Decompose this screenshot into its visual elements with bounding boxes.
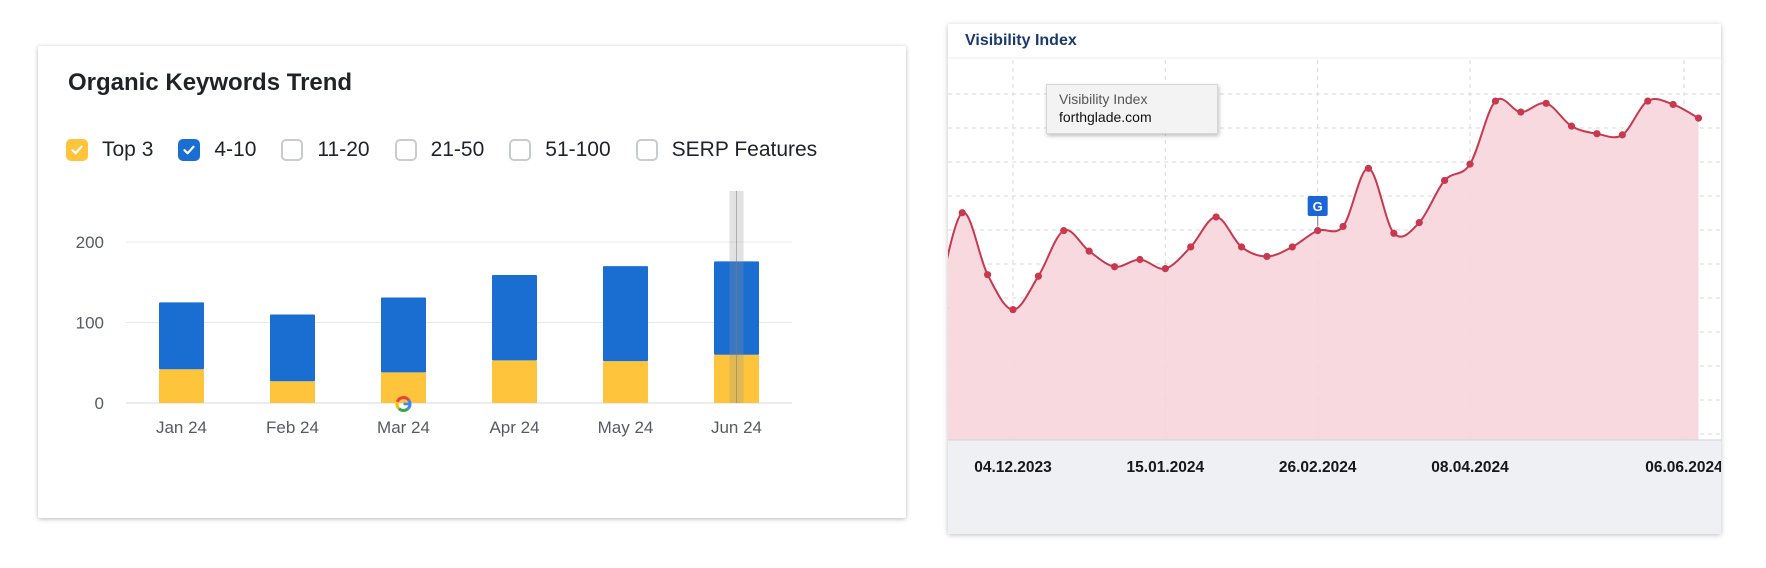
marker-g-icon[interactable] [1307, 196, 1328, 216]
data-point[interactable] [1669, 100, 1677, 109]
legend-item-top-3[interactable]: Top 3 [66, 138, 153, 162]
bar-4-10[interactable] [492, 275, 537, 361]
keywords-legend: Top 3 4-10 11-20 21-50 51-100 SERP Features [66, 138, 842, 162]
data-point[interactable] [1364, 164, 1373, 172]
keywords-chart-title: Organic Keywords Trend [68, 69, 353, 96]
legend-checkbox-11-20[interactable] [281, 139, 304, 161]
legend-checkbox-21-50[interactable] [394, 139, 417, 161]
legend-item-21-50[interactable]: 21-50 [394, 138, 485, 162]
bar-top-3[interactable] [381, 372, 426, 403]
legend-label: 51-100 [545, 138, 611, 161]
data-point[interactable] [984, 271, 992, 279]
legend-label: 21-50 [430, 138, 485, 161]
data-point[interactable] [1644, 97, 1652, 105]
data-point[interactable] [958, 209, 966, 217]
legend-item-11-20[interactable]: 11-20 [281, 138, 370, 162]
data-point[interactable] [1491, 97, 1499, 105]
data-point[interactable] [1288, 243, 1296, 251]
x-tick-label: 15.01.2024 [1127, 459, 1205, 476]
legend-checkbox-serp-features[interactable] [635, 139, 658, 161]
x-tick-label: 04.12.2023 [974, 459, 1052, 476]
legend-label: Top 3 [102, 138, 154, 161]
data-point[interactable] [1136, 255, 1144, 264]
google-icon [395, 396, 412, 412]
visibility-area [948, 99, 1699, 440]
x-tick-label: 08.04.2024 [1431, 459, 1509, 476]
data-point[interactable] [1187, 243, 1195, 251]
bar-top-3[interactable] [159, 369, 204, 403]
legend-label: SERP Features [671, 138, 818, 161]
data-point[interactable] [1060, 227, 1068, 235]
data-point[interactable] [1034, 272, 1042, 280]
data-point[interactable] [1567, 122, 1576, 130]
visibility-chart-title: Visibility Index [965, 32, 1077, 49]
data-point[interactable] [1542, 99, 1550, 107]
tooltip-domain: forthglade.com [1059, 109, 1152, 125]
checkmark-icon [183, 145, 195, 155]
data-point[interactable] [1618, 131, 1626, 139]
y-tick-label: 100 [76, 314, 104, 333]
bar-4-10[interactable] [381, 297, 426, 373]
legend-item-serp-features[interactable]: SERP Features [635, 138, 818, 162]
data-point[interactable] [1263, 252, 1271, 261]
x-tick-label: 26.02.2024 [1279, 459, 1357, 476]
organic-keywords-card: Organic Keywords Trend Top 3 4-10 11-20 21-… [38, 46, 906, 518]
bar-4-10[interactable] [159, 302, 204, 370]
data-point[interactable] [1161, 265, 1169, 273]
visibility-index-card: Visibility Index G 04.12.2023 15.01.2024 26… [948, 24, 1721, 534]
data-point[interactable] [1110, 263, 1119, 271]
chart-tooltip: Visibility Index forthglade.com [1046, 84, 1218, 134]
data-point[interactable] [1339, 222, 1347, 231]
data-point[interactable] [1694, 114, 1703, 122]
data-point[interactable] [1517, 108, 1525, 116]
google-icon-arc [395, 396, 410, 403]
tooltip-title: Visibility Index [1059, 91, 1148, 107]
data-point[interactable] [1009, 306, 1017, 314]
data-point[interactable] [1441, 176, 1449, 185]
data-point[interactable] [1314, 227, 1322, 235]
legend-item-4-10[interactable]: 4-10 [178, 138, 256, 162]
x-tick-label: 06.06.2024 [1645, 459, 1721, 476]
keywords-bar-chart: 0 100 200 Jan 24 Feb 24 Mar 24 Apr 24 May 24 Jun… [76, 191, 792, 437]
x-tick-label: May 24 [598, 418, 654, 437]
data-point[interactable] [1390, 229, 1398, 237]
legend-label: 4-10 [214, 138, 257, 161]
checkmark-icon [71, 145, 83, 155]
x-tick-label: Apr 24 [489, 418, 539, 437]
x-axis-band [948, 440, 1721, 534]
legend-checkbox-top-3[interactable] [66, 139, 88, 161]
data-point[interactable] [1415, 219, 1423, 227]
google-icon-arc [395, 401, 401, 410]
bar-top-3[interactable] [492, 360, 537, 403]
x-tick-label: Jun 24 [711, 418, 762, 437]
data-point[interactable] [1466, 160, 1474, 168]
data-point[interactable] [1212, 213, 1220, 221]
bar-4-10[interactable] [270, 314, 315, 382]
data-point[interactable] [1085, 247, 1093, 255]
marker-label: G [1313, 199, 1323, 214]
legend-label: 11-20 [317, 138, 370, 161]
bar-top-3[interactable] [270, 381, 315, 403]
x-tick-label: Jan 24 [156, 418, 207, 437]
visibility-area-chart: G 04.12.2023 15.01.2024 26.02.2024 08.04.202… [948, 57, 1721, 534]
google-icon-arc [397, 407, 410, 412]
legend-checkbox-51-100[interactable] [509, 139, 532, 161]
x-tick-label: Feb 24 [266, 418, 319, 437]
x-tick-label: Mar 24 [377, 418, 430, 437]
bar-top-3[interactable] [603, 361, 648, 403]
data-point[interactable] [1237, 243, 1246, 251]
y-tick-label: 200 [76, 233, 104, 252]
bar-4-10[interactable] [603, 266, 648, 362]
y-tick-label: 0 [95, 394, 104, 413]
legend-item-51-100[interactable]: 51-100 [509, 138, 611, 162]
legend-checkbox-4-10[interactable] [178, 139, 201, 161]
data-point[interactable] [1593, 130, 1601, 138]
